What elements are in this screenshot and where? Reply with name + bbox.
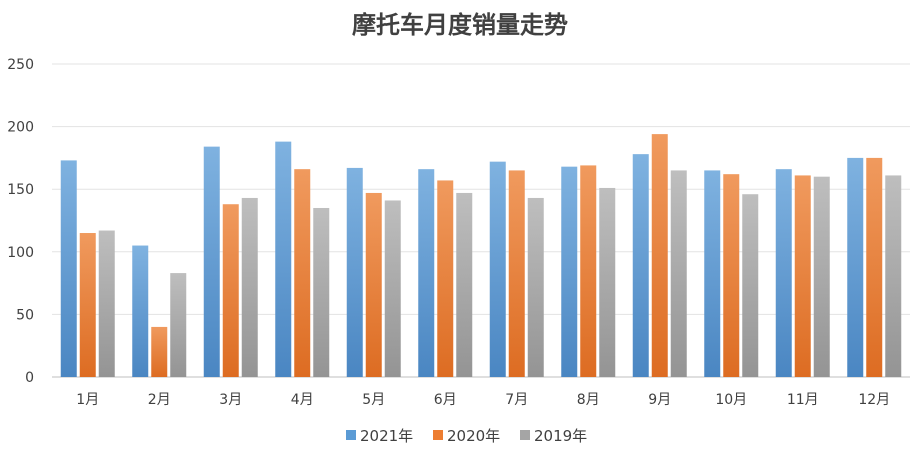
bar-2019年-11月 [813, 176, 830, 377]
bar-2021年-11月 [775, 169, 792, 377]
bar-2020年-7月 [508, 170, 525, 377]
bar-2020年-3月 [222, 204, 239, 377]
bar-2020年-1月 [79, 233, 96, 377]
bar-2019年-2月 [170, 273, 187, 377]
y-tick-label: 100 [7, 245, 34, 261]
legend-label: 2020年 [447, 427, 500, 445]
x-tick-label: 10月 [715, 392, 747, 408]
legend-label: 2019年 [534, 427, 587, 445]
legend-label: 2021年 [360, 427, 413, 445]
bar-2019年-7月 [527, 197, 544, 377]
x-tick-label: 2月 [148, 392, 171, 408]
bar-2019年-10月 [742, 194, 759, 377]
bar-2019年-9月 [670, 170, 687, 377]
y-tick-label: 150 [7, 182, 34, 198]
bar-2019年-3月 [241, 197, 258, 377]
bar-2020年-10月 [723, 174, 740, 377]
bar-2021年-5月 [346, 167, 363, 377]
bar-2020年-2月 [151, 326, 168, 377]
bar-2021年-7月 [489, 161, 506, 377]
y-tick-label: 50 [16, 307, 34, 323]
x-tick-label: 11月 [787, 392, 819, 408]
bar-2021年-8月 [561, 166, 578, 377]
bar-2020年-6月 [437, 180, 454, 377]
x-tick-label: 12月 [858, 392, 890, 408]
legend: 2021年 2020年 2019年 [346, 427, 587, 445]
bar-2019年-8月 [599, 187, 616, 377]
bar-2021年-1月 [60, 160, 77, 377]
x-tick-label: 7月 [505, 392, 528, 408]
bar-2021年-4月 [275, 141, 292, 377]
x-tick-label: 9月 [648, 392, 671, 408]
chart-title: 摩托车月度销量走势 [352, 11, 568, 39]
bar-2021年-10月 [704, 170, 721, 377]
x-tick-label: 6月 [434, 392, 457, 408]
bar-2019年-4月 [313, 207, 330, 377]
y-tick-label: 250 [7, 57, 34, 73]
y-tick-label: 200 [7, 120, 34, 136]
x-tick-label: 8月 [577, 392, 600, 408]
bar-2020年-8月 [580, 165, 597, 377]
x-tick-label: 1月 [76, 392, 99, 408]
bar-2019年-5月 [384, 200, 401, 377]
bar-2021年-9月 [632, 154, 649, 377]
x-tick-label: 4月 [291, 392, 314, 408]
bar-2021年-3月 [203, 146, 220, 377]
bar-2020年-11月 [794, 175, 811, 377]
bar-2021年-6月 [418, 169, 435, 377]
bar-2020年-9月 [651, 134, 668, 377]
x-axis: 1月 2月 3月 4月 5月 6月 7月 8月 9月 10月 11月 12月 [76, 392, 890, 408]
bar-2020年-4月 [294, 169, 311, 377]
x-tick-label: 5月 [362, 392, 385, 408]
grid-lines [52, 63, 910, 378]
legend-swatch [346, 430, 356, 440]
x-tick-label: 3月 [219, 392, 242, 408]
legend-swatch [433, 430, 443, 440]
legend-swatch [520, 430, 530, 440]
bar-2020年-5月 [365, 192, 382, 377]
bars [60, 134, 902, 377]
bar-2019年-12月 [885, 175, 902, 377]
bar-2021年-2月 [132, 245, 149, 377]
bar-2019年-6月 [456, 192, 473, 377]
bar-2019年-1月 [98, 230, 115, 377]
y-axis: 0 50 100 150 200 250 [7, 57, 34, 386]
bar-2021年-12月 [847, 157, 864, 377]
y-tick-label: 0 [25, 370, 34, 386]
bar-2020年-12月 [866, 157, 883, 377]
